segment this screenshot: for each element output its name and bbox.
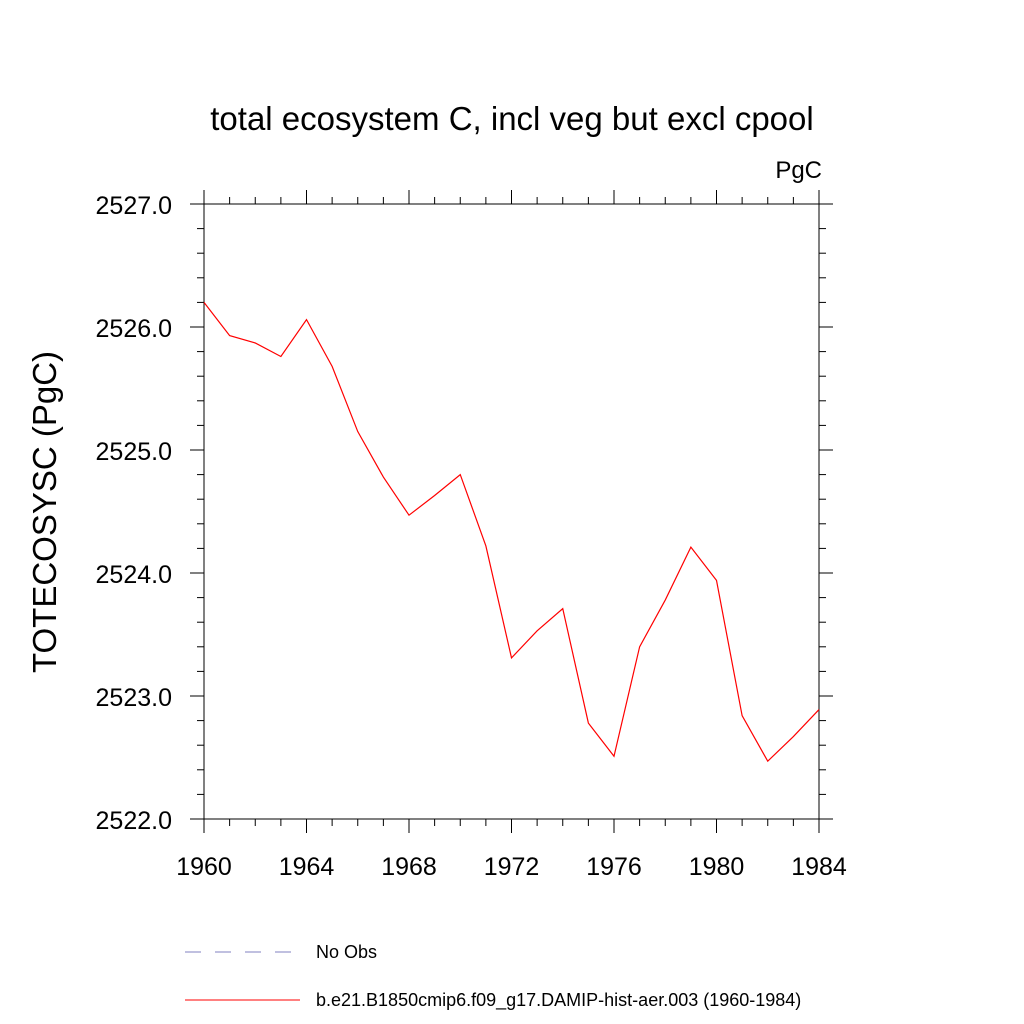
legend-label-series: b.e21.B1850cmip6.f09_g17.DAMIP-hist-aer.… (316, 990, 802, 1010)
x-tick-label: 1964 (279, 853, 335, 881)
series-layer (203, 302, 820, 763)
y-tick-label: 2522.0 (96, 807, 172, 835)
series-line (203, 302, 820, 763)
legend-lines (185, 951, 300, 1001)
y-axis-label: TOTECOSYSC (PgC) (26, 350, 63, 674)
x-tick-label: 1968 (381, 853, 437, 881)
y-tick-label: 2527.0 (96, 192, 172, 220)
x-axis-ticks: 1960 1964 1968 1972 1976 1980 1984 (176, 190, 847, 881)
x-tick-label: 1984 (791, 853, 847, 881)
x-tick-label: 1976 (586, 853, 642, 881)
y-axis-ticks: 2522.0 2523.0 2524.0 2525.0 2526.0 2527.0 (96, 192, 833, 835)
units-label: PgC (775, 157, 822, 184)
x-tick-label: 1980 (689, 853, 745, 881)
y-tick-label: 2525.0 (96, 438, 172, 466)
y-tick-label: 2526.0 (96, 315, 172, 343)
y-tick-label: 2524.0 (96, 561, 172, 589)
x-tick-label: 1972 (484, 853, 540, 881)
y-tick-label: 2523.0 (96, 684, 172, 712)
plot-frame (203, 203, 820, 820)
x-tick-label: 1960 (176, 853, 232, 881)
chart-title: total ecosystem C, incl veg but excl cpo… (210, 100, 814, 137)
legend-label-no-obs: No Obs (316, 942, 378, 962)
